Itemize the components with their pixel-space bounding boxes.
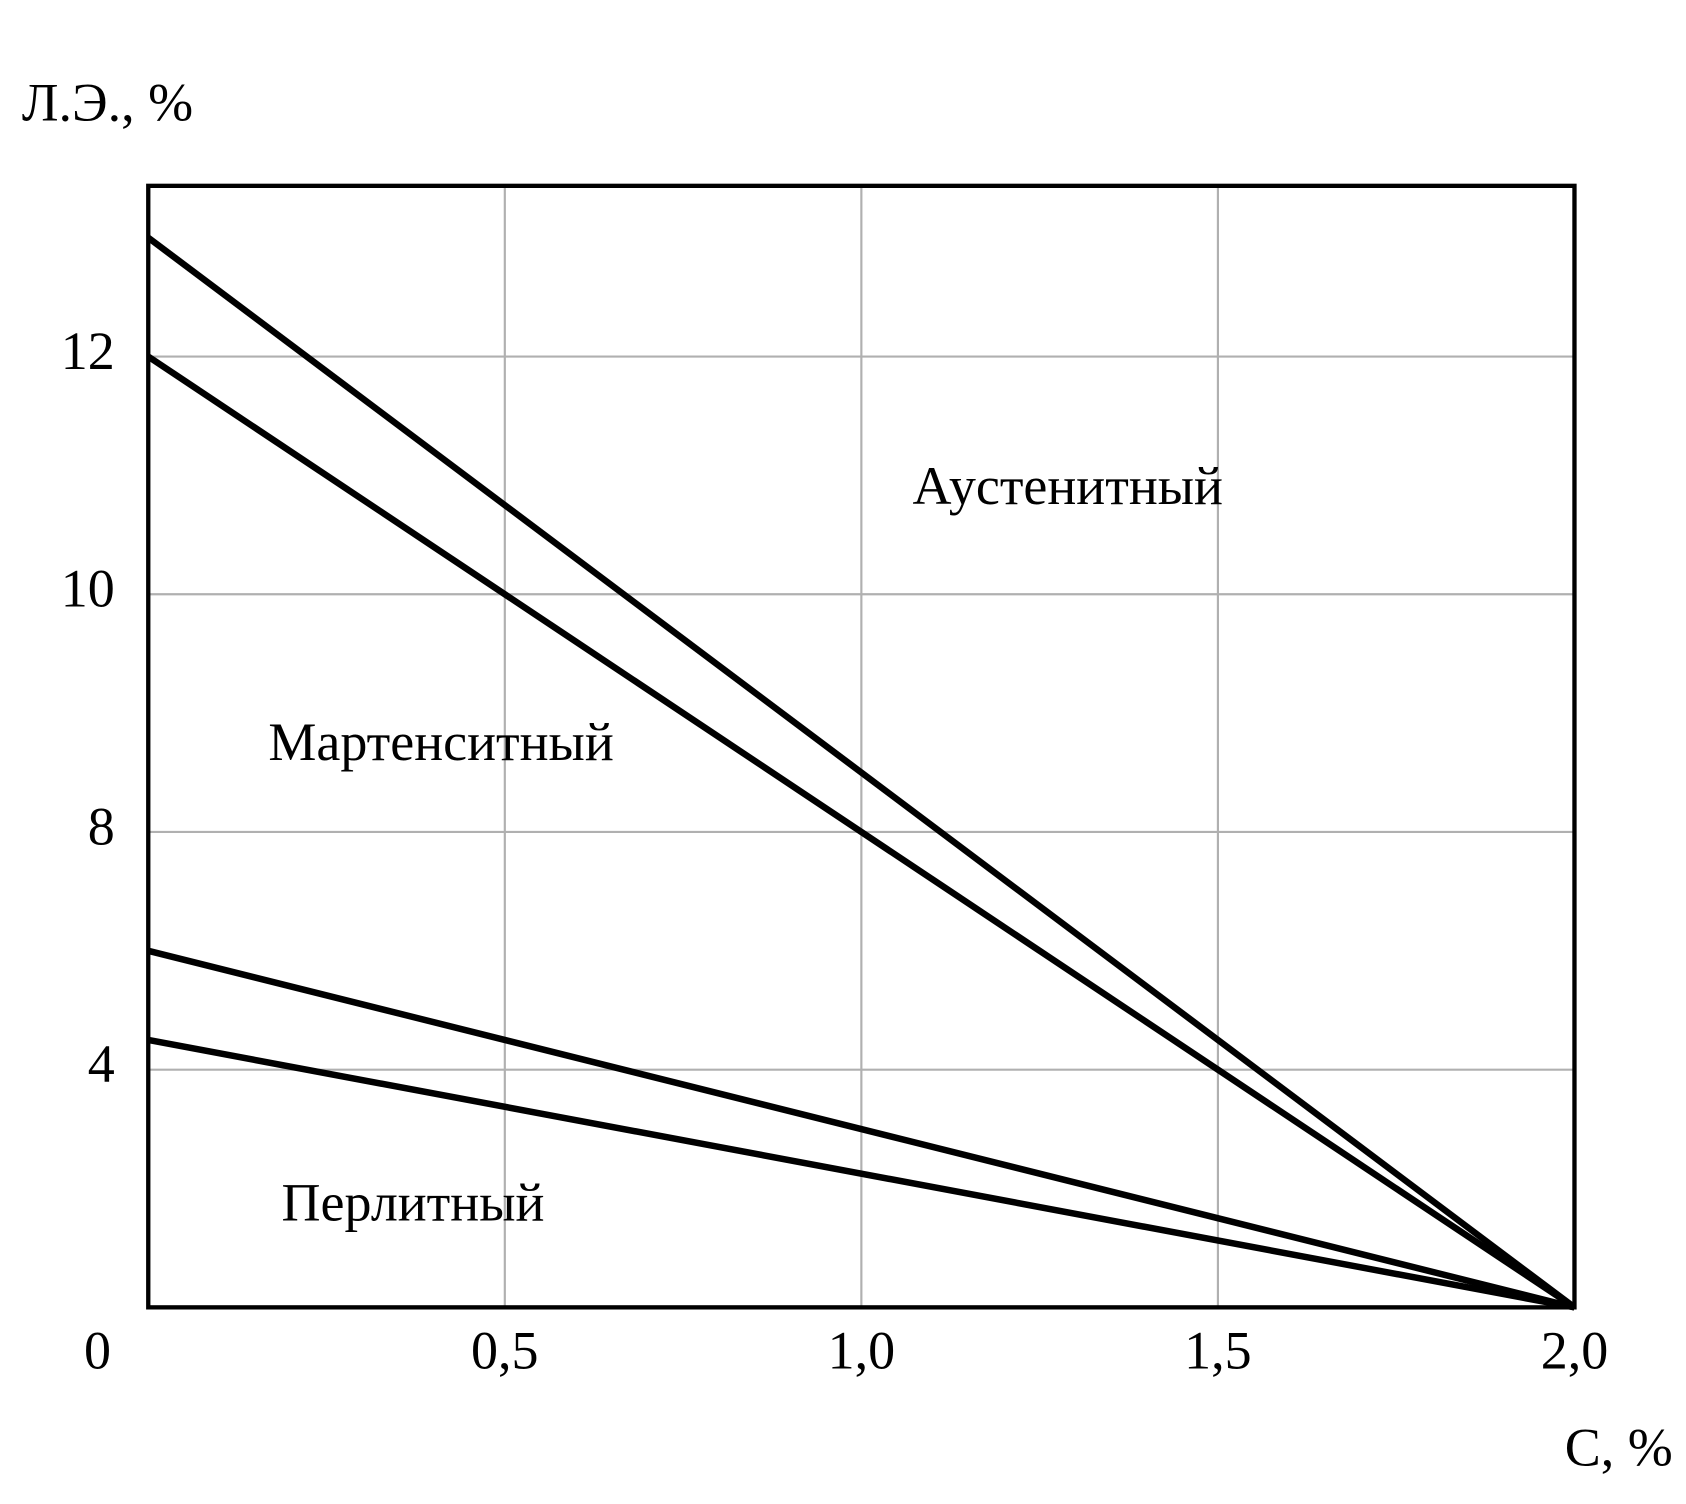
x-tick-label: 1,5 — [1184, 1320, 1252, 1380]
data-line — [146, 235, 1577, 1310]
region-label: Аустенитный — [913, 456, 1223, 516]
plot-frame — [146, 183, 1577, 1310]
y-tick-label: 10 — [61, 559, 115, 619]
region-label: Перлитный — [282, 1172, 545, 1232]
data-line — [147, 947, 1576, 1311]
y-tick-label: 0 — [84, 1320, 111, 1380]
region-label: Мартенситный — [268, 712, 613, 772]
x-axis-label: С, % — [1565, 1418, 1673, 1478]
x-tick-label: 1,0 — [828, 1320, 896, 1380]
y-axis-label: Л.Э., % — [22, 72, 193, 132]
y-tick-label: 12 — [61, 321, 115, 381]
x-tick-label: 0,5 — [471, 1320, 539, 1380]
data-line — [147, 1036, 1576, 1311]
data-line — [146, 353, 1577, 1311]
y-tick-label: 4 — [88, 1034, 115, 1094]
x-tick-label: 2,0 — [1541, 1320, 1609, 1380]
y-tick-label: 8 — [88, 796, 115, 856]
